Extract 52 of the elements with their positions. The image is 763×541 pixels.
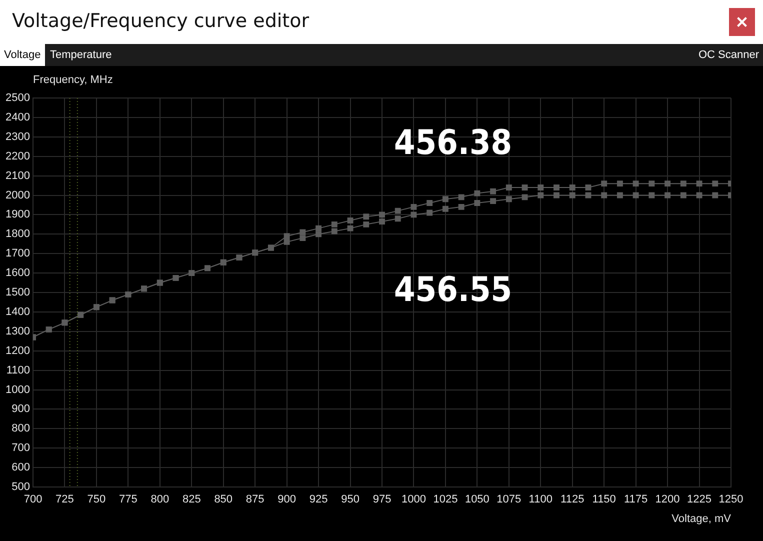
x-tick-label: 1225	[687, 494, 712, 506]
x-tick-label: 1125	[560, 494, 584, 506]
text: Voltage	[0, 44, 45, 66]
x-tick-label: 725	[56, 494, 74, 506]
y-tick-label: 2200	[6, 150, 30, 162]
y-axis-title: Frequency, MHz	[33, 74, 113, 86]
x-tick-label: 775	[119, 494, 138, 506]
x-tick-label: 1150	[592, 494, 616, 506]
x-tick-label: 750	[87, 494, 106, 506]
annotation: 456.38	[394, 123, 512, 163]
text: OC Scanner	[697, 48, 760, 63]
x-tick-label: 875	[246, 494, 264, 506]
chart-title: Voltage/Frequency curve editor	[12, 10, 310, 32]
x-tick-label: 850	[214, 494, 233, 506]
y-tick-label: 600	[12, 462, 30, 474]
x-tick-label: 700	[24, 494, 42, 506]
x-axis-title: Voltage, mV	[672, 513, 732, 525]
y-tick-label: 1400	[6, 306, 30, 318]
x-tick-label: 950	[341, 494, 360, 506]
y-tick-label: 1200	[6, 344, 30, 357]
x-tick-label: 925	[309, 494, 328, 506]
y-tick-label: 1300	[6, 325, 30, 338]
x-tick-label: 1075	[496, 494, 522, 506]
y-tick-label: 900	[12, 403, 30, 416]
y-tick-label: 500	[12, 481, 30, 494]
annotation: 456.55	[394, 270, 512, 310]
y-tick-label: 1000	[6, 384, 30, 396]
y-tick-label: 2500	[6, 92, 30, 104]
x-tick-label: 1250	[718, 494, 744, 506]
x-tick-label: 825	[182, 494, 201, 506]
y-tick-label: 2100	[6, 170, 30, 182]
y-tick-label: 1500	[6, 286, 30, 299]
x-tick-label: 1200	[655, 494, 680, 506]
y-tick-label: 1600	[6, 267, 30, 280]
y-tick-label: 1100	[6, 364, 30, 376]
x-tick-label: 1050	[464, 494, 490, 506]
x-tick-label: 900	[278, 494, 296, 506]
y-tick-label: 2000	[6, 189, 30, 202]
y-tick-label: 1800	[6, 228, 30, 240]
x-tick-label: 1175	[624, 494, 648, 506]
y-tick-label: 1700	[6, 248, 30, 260]
y-tick-label: 700	[12, 442, 30, 454]
y-tick-label: 800	[12, 422, 30, 435]
x-tick-label: 975	[372, 494, 392, 506]
x-tick-label: 1000	[401, 494, 426, 506]
y-tick-label: 1900	[6, 208, 30, 221]
x-tick-label: 800	[150, 494, 170, 506]
y-tick-label: 2400	[6, 111, 30, 124]
x-tick-label: 1025	[433, 494, 458, 506]
text: Temperature	[49, 48, 113, 63]
y-tick-label: 2300	[6, 130, 30, 143]
x-tick-label: 1100	[528, 494, 552, 506]
